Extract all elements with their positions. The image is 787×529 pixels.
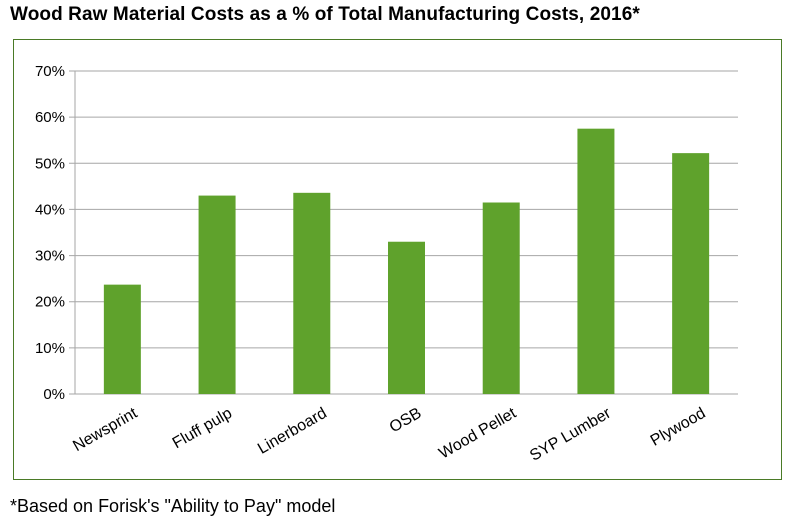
y-tick-label: 40% [35,201,65,218]
bar-osb [388,241,425,394]
bar-wood-pellet [482,202,520,394]
y-tick-label: 0% [43,386,65,403]
y-tick-label: 30% [35,248,65,265]
x-category-label: Newsprint [70,404,141,455]
bar-newsprint [103,284,141,394]
y-tick-label: 50% [35,155,65,172]
x-category-label: SYP Lumber [527,404,614,464]
x-axis-categories: Newsprint Fluff pulp Linerboard OSB Wood Pel… [70,404,708,464]
footnote: *Based on Forisk's "Ability to Pay" mode… [10,496,336,516]
x-category-label: OSB [387,405,425,437]
bar-syp-lumber [577,128,615,394]
y-tick-label: 70% [35,63,65,80]
bar-linerboard [293,192,331,394]
chart-frame [13,39,782,480]
x-category-label: Wood Pellet [436,404,519,462]
x-category-label: Linerboard [255,405,330,458]
y-tick-label: 60% [35,109,65,126]
chart-title: Wood Raw Material Costs as a % of Total … [10,4,640,25]
y-tick-label: 10% [35,340,65,357]
bars [103,128,710,394]
x-category-label: Fluff pulp [170,405,235,453]
bar-plywood [672,153,710,394]
y-axis-ticks: 0% 10% 20% 30% 40% 50% 60% 70% [35,63,65,403]
y-tick-label: 20% [35,294,65,311]
bar-fluff-pulp [198,195,236,394]
x-category-label: Plywood [648,405,709,450]
